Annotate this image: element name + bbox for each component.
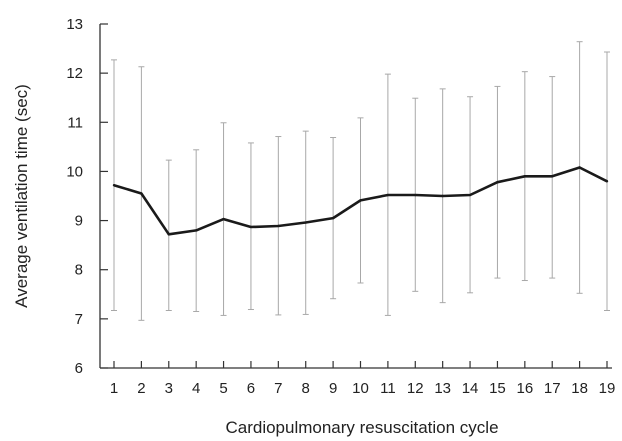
data-point	[523, 175, 527, 178]
y-tick-label: 11	[67, 114, 83, 131]
y-ticks: 6 7 8 9 10 11 12 13	[66, 16, 108, 377]
series-lines	[112, 166, 609, 236]
x-tick-label: 19	[599, 380, 616, 397]
data-point	[249, 225, 253, 229]
x-tick-label: 5	[219, 380, 227, 397]
x-tick-label: 1	[110, 380, 118, 397]
x-tick-label: 6	[247, 380, 255, 397]
y-tick-label: 10	[66, 163, 83, 180]
x-tick-label: 2	[137, 380, 145, 397]
x-tick-label: 18	[571, 380, 588, 397]
x-tick-label: 3	[165, 380, 173, 397]
data-point	[578, 166, 581, 169]
x-axis-title: Cardiopulmonary resuscitation cycle	[225, 418, 498, 437]
data-point	[222, 217, 225, 221]
data-point	[359, 199, 362, 202]
data-point	[277, 224, 280, 228]
x-tick-label: 4	[192, 380, 200, 397]
error-bars	[111, 41, 610, 321]
y-tick-label: 9	[75, 213, 83, 230]
data-point	[112, 183, 116, 187]
data-point	[551, 175, 554, 178]
x-tick-label: 14	[462, 380, 479, 397]
data-point	[331, 216, 335, 220]
x-tick-label: 15	[489, 380, 506, 397]
x-tick-label: 8	[302, 380, 310, 397]
x-tick-label: 17	[544, 380, 561, 397]
x-tick-label: 7	[274, 380, 282, 397]
data-point	[441, 194, 444, 198]
x-tick-label: 16	[516, 380, 533, 397]
x-tick-label: 12	[407, 380, 424, 397]
data-point	[468, 193, 472, 197]
data-point	[496, 181, 499, 184]
data-point	[194, 229, 198, 232]
y-tick-label: 8	[75, 262, 83, 279]
data-point	[414, 193, 417, 197]
data-point	[605, 180, 609, 183]
y-tick-label: 12	[66, 65, 83, 82]
x-tick-label: 10	[352, 380, 369, 397]
y-tick-label: 13	[66, 16, 83, 33]
data-point	[140, 192, 143, 195]
x-tick-label: 11	[380, 380, 396, 397]
y-axis-title: Average ventilation time (sec)	[12, 84, 31, 308]
data-point	[304, 221, 307, 224]
axes	[99, 24, 612, 369]
y-tick-label: 7	[75, 311, 83, 328]
y-tick-label: 6	[75, 360, 83, 377]
data-point	[386, 193, 390, 197]
data-point	[167, 233, 170, 236]
x-tick-label: 13	[434, 380, 451, 397]
x-ticks: 1 2 3 4 5 6 7 8 9 10 11 12 13 14 15 16 17 18 19	[110, 361, 616, 397]
x-tick-label: 9	[329, 380, 337, 397]
